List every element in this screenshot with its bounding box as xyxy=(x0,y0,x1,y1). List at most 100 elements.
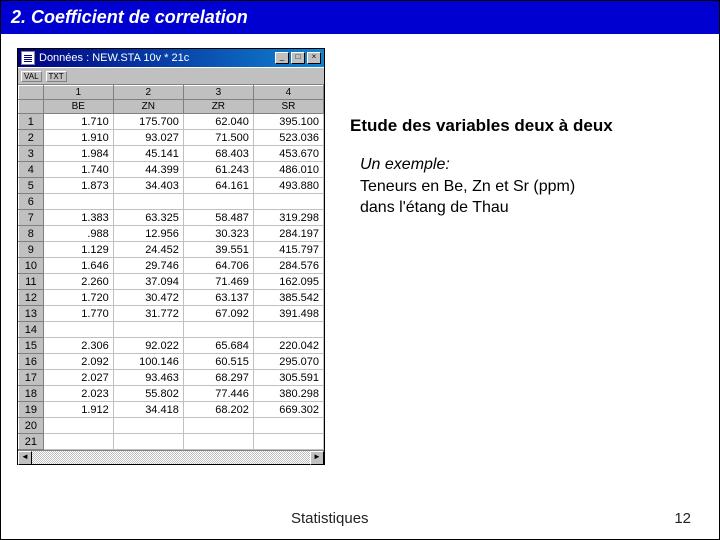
cell[interactable]: 486.010 xyxy=(253,162,323,178)
table-row[interactable]: 182.02355.80277.446380.298 xyxy=(19,386,324,402)
cell[interactable]: 37.094 xyxy=(113,274,183,290)
table-row[interactable]: 191.91234.41868.202669.302 xyxy=(19,402,324,418)
cell[interactable]: 100.146 xyxy=(113,354,183,370)
cell[interactable]: 68.202 xyxy=(183,402,253,418)
cell[interactable]: 1.740 xyxy=(43,162,113,178)
row-header[interactable]: 17 xyxy=(19,370,44,386)
cell[interactable] xyxy=(113,418,183,434)
cell[interactable]: 93.463 xyxy=(113,370,183,386)
row-header[interactable]: 20 xyxy=(19,418,44,434)
cell[interactable]: 60.515 xyxy=(183,354,253,370)
scroll-left-button[interactable]: ◄ xyxy=(18,451,32,465)
cell[interactable]: 34.403 xyxy=(113,178,183,194)
cell[interactable]: 380.298 xyxy=(253,386,323,402)
cell[interactable]: 68.403 xyxy=(183,146,253,162)
cell[interactable]: 71.469 xyxy=(183,274,253,290)
table-row[interactable]: 172.02793.46368.297305.591 xyxy=(19,370,324,386)
cell[interactable]: 61.243 xyxy=(183,162,253,178)
row-header[interactable]: 5 xyxy=(19,178,44,194)
cell[interactable]: 284.197 xyxy=(253,226,323,242)
cell[interactable]: 1.912 xyxy=(43,402,113,418)
cell[interactable]: 63.137 xyxy=(183,290,253,306)
table-row[interactable]: 8.98812.95630.323284.197 xyxy=(19,226,324,242)
cell[interactable] xyxy=(183,434,253,450)
table-row[interactable]: 21 xyxy=(19,434,324,450)
row-header[interactable]: 12 xyxy=(19,290,44,306)
cell[interactable]: 1.383 xyxy=(43,210,113,226)
table-row[interactable]: 41.74044.39961.243486.010 xyxy=(19,162,324,178)
cell[interactable]: 162.095 xyxy=(253,274,323,290)
cell[interactable] xyxy=(43,194,113,210)
cell[interactable]: 1.720 xyxy=(43,290,113,306)
cell[interactable]: 1.873 xyxy=(43,178,113,194)
cell[interactable]: 45.141 xyxy=(113,146,183,162)
row-header[interactable]: 7 xyxy=(19,210,44,226)
row-header[interactable]: 16 xyxy=(19,354,44,370)
cell[interactable]: 1.129 xyxy=(43,242,113,258)
col-num[interactable]: 1 xyxy=(43,86,113,100)
cell[interactable]: 30.323 xyxy=(183,226,253,242)
cell[interactable]: 58.487 xyxy=(183,210,253,226)
col-num[interactable]: 4 xyxy=(253,86,323,100)
row-header[interactable]: 19 xyxy=(19,402,44,418)
toolbar-btn-txt[interactable]: TXT xyxy=(46,71,67,82)
cell[interactable]: 284.576 xyxy=(253,258,323,274)
minimize-button[interactable]: _ xyxy=(275,52,289,64)
data-grid[interactable]: 1 2 3 4 BE ZN ZR SR 11.710175.70062.0403… xyxy=(18,85,324,450)
cell[interactable]: 1.710 xyxy=(43,114,113,130)
col-name[interactable]: SR xyxy=(253,100,323,114)
row-header[interactable]: 21 xyxy=(19,434,44,450)
table-row[interactable]: 162.092100.14660.515295.070 xyxy=(19,354,324,370)
cell[interactable] xyxy=(253,434,323,450)
cell[interactable]: 77.446 xyxy=(183,386,253,402)
cell[interactable]: 175.700 xyxy=(113,114,183,130)
cell[interactable]: 1.646 xyxy=(43,258,113,274)
cell[interactable]: 39.551 xyxy=(183,242,253,258)
cell[interactable]: 385.542 xyxy=(253,290,323,306)
cell[interactable]: 1.770 xyxy=(43,306,113,322)
window-titlebar[interactable]: Données : NEW.STA 10v * 21c _ □ × xyxy=(18,49,324,67)
horizontal-scrollbar[interactable]: ◄ ► xyxy=(18,450,324,464)
cell[interactable] xyxy=(183,322,253,338)
cell[interactable]: 12.956 xyxy=(113,226,183,242)
cell[interactable] xyxy=(113,194,183,210)
cell[interactable] xyxy=(43,418,113,434)
cell[interactable]: 44.399 xyxy=(113,162,183,178)
cell[interactable] xyxy=(113,434,183,450)
col-name[interactable]: ZR xyxy=(183,100,253,114)
row-header[interactable]: 18 xyxy=(19,386,44,402)
col-name[interactable]: BE xyxy=(43,100,113,114)
row-header[interactable]: 6 xyxy=(19,194,44,210)
cell[interactable]: .988 xyxy=(43,226,113,242)
row-header[interactable]: 4 xyxy=(19,162,44,178)
cell[interactable]: 31.772 xyxy=(113,306,183,322)
cell[interactable] xyxy=(113,322,183,338)
cell[interactable]: 493.880 xyxy=(253,178,323,194)
toolbar-btn-val[interactable]: VAL xyxy=(21,71,42,82)
cell[interactable] xyxy=(253,194,323,210)
table-row[interactable]: 152.30692.02265.684220.042 xyxy=(19,338,324,354)
cell[interactable]: 62.040 xyxy=(183,114,253,130)
cell[interactable] xyxy=(43,322,113,338)
row-header[interactable]: 3 xyxy=(19,146,44,162)
row-header[interactable]: 9 xyxy=(19,242,44,258)
row-header[interactable]: 14 xyxy=(19,322,44,338)
table-row[interactable]: 11.710175.70062.040395.100 xyxy=(19,114,324,130)
cell[interactable]: 1.984 xyxy=(43,146,113,162)
cell[interactable]: 305.591 xyxy=(253,370,323,386)
cell[interactable]: 67.092 xyxy=(183,306,253,322)
cell[interactable]: 34.418 xyxy=(113,402,183,418)
cell[interactable]: 30.472 xyxy=(113,290,183,306)
table-row[interactable]: 14 xyxy=(19,322,324,338)
cell[interactable]: 1.910 xyxy=(43,130,113,146)
cell[interactable]: 220.042 xyxy=(253,338,323,354)
cell[interactable] xyxy=(253,418,323,434)
cell[interactable]: 29.746 xyxy=(113,258,183,274)
table-row[interactable]: 6 xyxy=(19,194,324,210)
cell[interactable]: 71.500 xyxy=(183,130,253,146)
cell[interactable]: 65.684 xyxy=(183,338,253,354)
cell[interactable] xyxy=(183,194,253,210)
cell[interactable]: 92.022 xyxy=(113,338,183,354)
table-row[interactable]: 51.87334.40364.161493.880 xyxy=(19,178,324,194)
row-header[interactable]: 13 xyxy=(19,306,44,322)
